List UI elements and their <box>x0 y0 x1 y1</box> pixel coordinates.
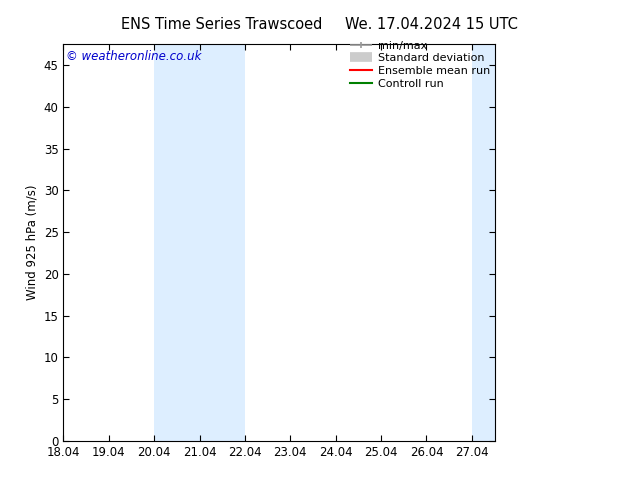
Y-axis label: Wind 925 hPa (m/s): Wind 925 hPa (m/s) <box>25 185 38 300</box>
Bar <box>154 44 245 441</box>
Legend: min/max, Standard deviation, Ensemble mean run, Controll run: min/max, Standard deviation, Ensemble me… <box>346 36 495 94</box>
Text: ENS Time Series Trawscoed: ENS Time Series Trawscoed <box>121 17 323 32</box>
Text: © weatheronline.co.uk: © weatheronline.co.uk <box>65 50 201 63</box>
Bar <box>472 44 495 441</box>
Text: We. 17.04.2024 15 UTC: We. 17.04.2024 15 UTC <box>345 17 517 32</box>
